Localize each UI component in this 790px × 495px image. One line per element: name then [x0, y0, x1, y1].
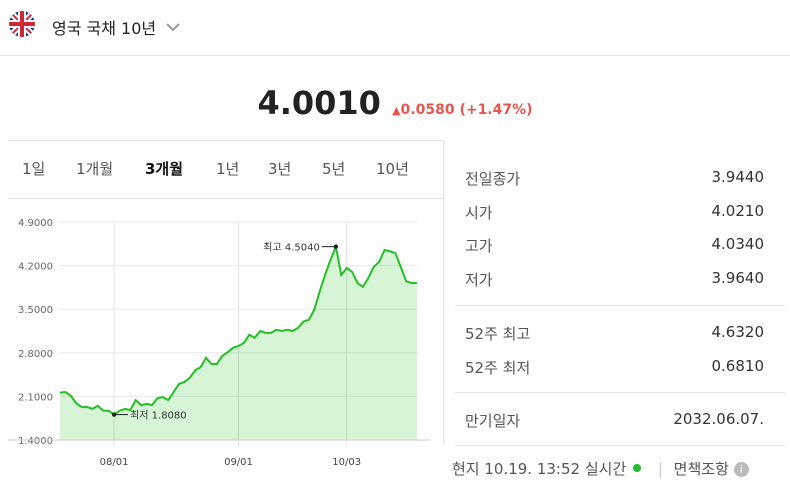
stat-value: 4.0340 — [711, 235, 765, 253]
tab[interactable]: 3개월 — [145, 160, 184, 178]
x-tick-label: 10/03 — [332, 457, 361, 468]
info-icon[interactable]: i — [733, 462, 749, 477]
x-tick-label: 08/01 — [100, 457, 129, 468]
divider — [8, 140, 443, 141]
x-tick-label: 09/01 — [224, 457, 253, 468]
area — [60, 246, 417, 440]
tab[interactable]: 1년 — [216, 160, 240, 178]
y-tick-label: 3.5000 — [18, 305, 53, 316]
point — [333, 244, 339, 249]
tab[interactable]: 1개월 — [76, 160, 114, 178]
value-label: 최저 1.8080 — [130, 410, 187, 422]
stat-label: 만기일자 — [465, 412, 521, 430]
tab[interactable]: 10년 — [376, 160, 409, 178]
tab[interactable]: 5년 — [322, 160, 346, 178]
change-value: 0.0580 — [400, 102, 455, 118]
stat-label: 고가 — [465, 237, 493, 255]
value-label: 최고 4.5040 — [263, 242, 320, 254]
realtime: 실시간 — [584, 460, 627, 478]
stat-label: 전일종가 — [465, 170, 521, 188]
change: ▲0.0580 (+1.47%) — [392, 102, 533, 118]
price-row: 4.0010 ▲0.0580 (+1.47%) — [0, 84, 790, 122]
y-tick-label: 4.9000 — [18, 218, 53, 229]
time: 현지 10.19. 13:52 — [452, 460, 581, 478]
tab[interactable]: 1일 — [22, 160, 46, 178]
point — [111, 412, 117, 417]
stat-label: 52주 최저 — [465, 359, 531, 377]
separator: | — [657, 460, 663, 478]
y-tick-label: 4.2000 — [18, 262, 53, 273]
stat-label: 시가 — [465, 204, 493, 222]
stat-value: 3.9440 — [711, 168, 765, 186]
stat-value: 4.6320 — [711, 323, 765, 341]
tab[interactable]: 3년 — [268, 160, 292, 178]
y-tick-label: 2.1000 — [18, 392, 53, 403]
stat-value: 2032.06.07. — [673, 410, 764, 428]
divider — [455, 445, 785, 446]
flag-icon — [9, 11, 35, 37]
divider — [455, 305, 785, 306]
change-pct: (+1.47%) — [459, 102, 533, 118]
stat-label: 저가 — [465, 271, 493, 289]
y-tick-label: 1.4000 — [18, 436, 53, 447]
divider — [443, 140, 444, 445]
y-tick-label: 2.8000 — [18, 349, 53, 360]
stat-value: 0.6810 — [711, 357, 765, 375]
price: 4.0010 — [257, 84, 381, 122]
divider — [455, 392, 785, 393]
disclaimer[interactable]: 면책조항 — [673, 460, 729, 478]
line — [59, 243, 417, 416]
stat-value: 4.0210 — [711, 202, 765, 220]
chevron[interactable] — [165, 22, 181, 32]
chart: 1.4000 2.1000 2.8000 3.5000 4.2000 4.9000 08/0… — [8, 218, 430, 468]
title[interactable]: 영국 국채 10년 — [52, 19, 157, 38]
divider — [0, 55, 790, 56]
divider — [8, 198, 443, 199]
footer: 현지 10.19. 13:52 실시간 | 면책조항 i — [452, 458, 749, 479]
live-dot — [633, 464, 642, 472]
stat-value: 3.9640 — [711, 269, 765, 287]
stat-label: 52주 최고 — [465, 325, 531, 343]
